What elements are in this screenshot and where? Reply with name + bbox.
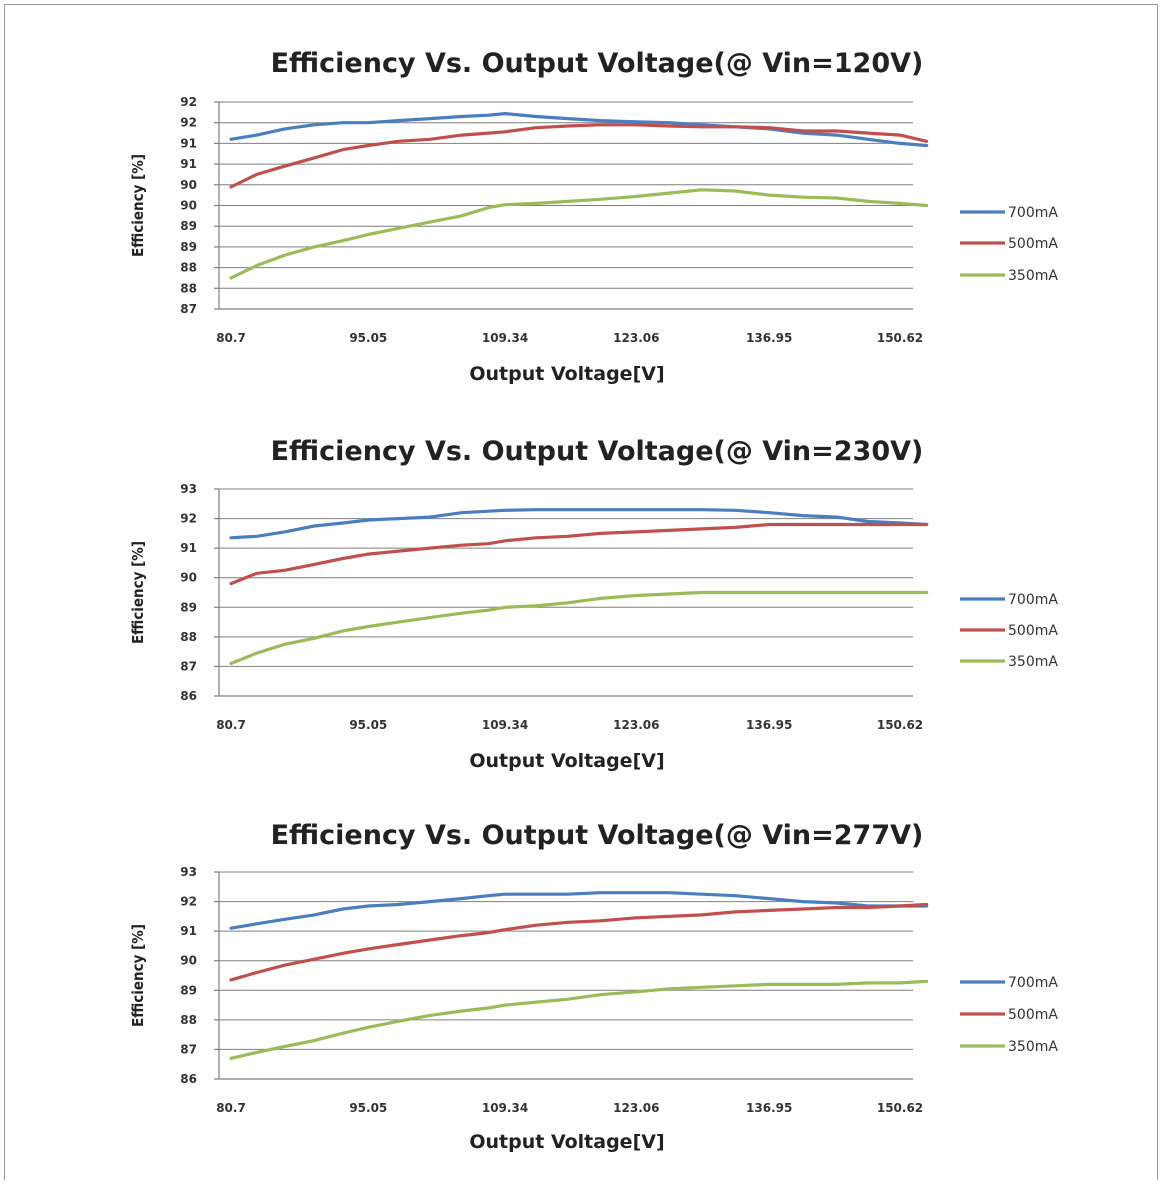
legend-label-700mA: 700mA [1008, 975, 1058, 991]
y-tick-label: 89 [180, 600, 197, 614]
series-line-500mA [229, 123, 929, 189]
y-tick-label: 93 [180, 865, 197, 879]
y-tick-label: 90 [180, 571, 197, 585]
y-tick-label: 91 [180, 157, 197, 171]
series-line-350mA [229, 188, 929, 280]
chart-2: Efficiency Vs. Output Voltage(@ Vin=230V… [129, 436, 1058, 772]
y-tick-label: 88 [180, 261, 197, 275]
x-tick-label: 136.95 [746, 1101, 792, 1115]
y-tick-label: 90 [180, 199, 197, 213]
x-axis-label: Output Voltage[V] [469, 363, 664, 385]
y-axis-label: Efficiency [%] [129, 154, 147, 257]
x-axis-label: Output Voltage[V] [469, 750, 664, 772]
y-tick-label: 87 [180, 302, 197, 316]
y-tick-label: 92 [180, 512, 197, 526]
chart-title: Efficiency Vs. Output Voltage(@ Vin=277V… [271, 820, 924, 851]
y-tick-label: 92 [180, 895, 197, 909]
x-tick-label: 123.06 [613, 331, 659, 345]
y-tick-label: 89 [180, 240, 197, 254]
y-tick-label: 86 [180, 1072, 197, 1086]
y-tick-label: 91 [180, 541, 197, 555]
x-tick-label: 109.34 [482, 1101, 528, 1115]
x-tick-label: 123.06 [613, 718, 659, 732]
chart-title: Efficiency Vs. Output Voltage(@ Vin=230V… [271, 436, 924, 467]
legend-label-350mA: 350mA [1008, 268, 1058, 284]
y-tick-label: 86 [180, 689, 197, 703]
x-tick-label: 80.7 [216, 718, 246, 732]
x-tick-label: 123.06 [613, 1101, 659, 1115]
x-tick-label: 109.34 [482, 718, 528, 732]
chart-3: Efficiency Vs. Output Voltage(@ Vin=277V… [129, 820, 1058, 1153]
y-tick-label: 87 [180, 659, 197, 673]
legend-label-350mA: 350mA [1008, 1039, 1058, 1055]
y-tick-label: 90 [180, 954, 197, 968]
y-tick-label: 89 [180, 983, 197, 997]
x-tick-label: 150.62 [877, 1101, 923, 1115]
x-tick-label: 109.34 [482, 331, 528, 345]
legend-label-500mA: 500mA [1008, 1007, 1058, 1023]
legend-label-500mA: 500mA [1008, 623, 1058, 639]
y-tick-label: 88 [180, 630, 197, 644]
y-axis-label: Efficiency [%] [129, 924, 147, 1027]
series-line-350mA [229, 590, 929, 666]
x-tick-label: 80.7 [216, 1101, 246, 1115]
y-tick-label: 93 [180, 482, 197, 496]
y-tick-label: 88 [180, 1013, 197, 1027]
y-tick-label: 91 [180, 136, 197, 150]
y-tick-label: 92 [180, 116, 197, 130]
y-axis-label: Efficiency [%] [129, 541, 147, 644]
y-tick-label: 88 [180, 281, 197, 295]
x-tick-label: 95.05 [349, 1101, 387, 1115]
series-line-500mA [229, 902, 929, 982]
series-line-350mA [229, 979, 929, 1060]
legend-label-500mA: 500mA [1008, 236, 1058, 252]
series-line-700mA [229, 508, 929, 540]
x-tick-label: 95.05 [349, 331, 387, 345]
x-tick-label: 150.62 [877, 718, 923, 732]
x-tick-label: 136.95 [746, 718, 792, 732]
series-line-700mA [229, 891, 929, 930]
y-tick-label: 92 [180, 95, 197, 109]
legend-label-700mA: 700mA [1008, 592, 1058, 608]
legend-label-350mA: 350mA [1008, 654, 1058, 670]
legend-label-700mA: 700mA [1008, 205, 1058, 221]
y-tick-label: 91 [180, 924, 197, 938]
y-tick-label: 90 [180, 178, 197, 192]
y-tick-label: 89 [180, 219, 197, 233]
y-tick-label: 87 [180, 1042, 197, 1056]
x-tick-label: 80.7 [216, 331, 246, 345]
chart-1: Efficiency Vs. Output Voltage(@ Vin=120V… [129, 48, 1058, 385]
series-line-700mA [229, 111, 929, 148]
x-axis-label: Output Voltage[V] [469, 1131, 664, 1153]
x-tick-label: 136.95 [746, 331, 792, 345]
chart-title: Efficiency Vs. Output Voltage(@ Vin=120V… [271, 48, 924, 79]
x-tick-label: 95.05 [349, 718, 387, 732]
series-line-500mA [229, 522, 929, 586]
x-tick-label: 150.62 [877, 331, 923, 345]
